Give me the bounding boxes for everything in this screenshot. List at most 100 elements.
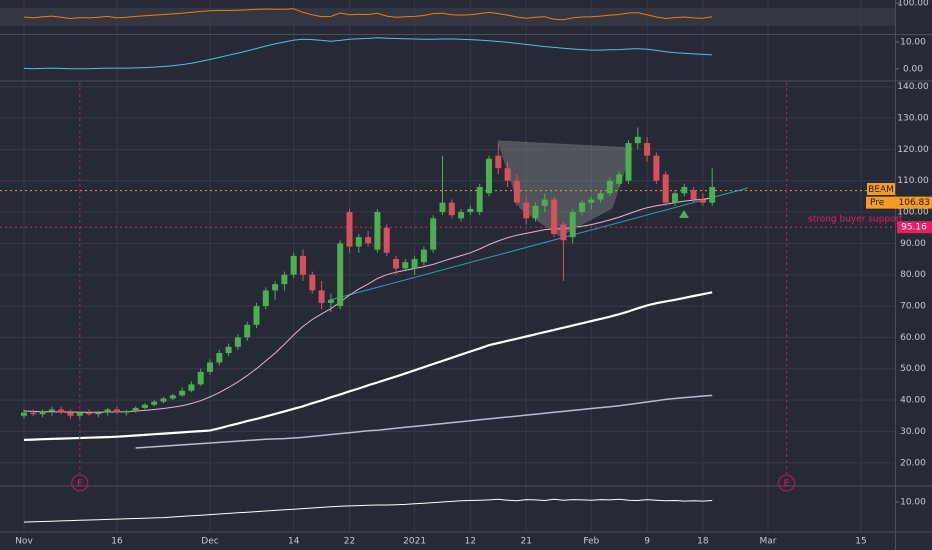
candle-body	[681, 186, 688, 194]
candle-body	[579, 202, 585, 213]
candle-body	[104, 409, 111, 413]
candle-body	[58, 409, 65, 413]
candle-body	[513, 180, 520, 203]
x-tick-label: 14	[288, 537, 300, 547]
candle-body	[95, 412, 102, 415]
candle-body	[21, 412, 27, 416]
candle-body	[327, 299, 334, 303]
candle-body	[290, 255, 297, 275]
rsi-band	[0, 8, 895, 26]
y-tick-label: 100.00	[897, 0, 929, 9]
y-tick-label: 110.00	[897, 176, 929, 186]
candle-body	[253, 306, 260, 325]
candle-body	[644, 143, 651, 156]
x-tick-label: 21	[520, 537, 531, 547]
y-tick-label: 80.00	[900, 270, 926, 280]
earnings-marker	[71, 474, 89, 492]
candle-body	[39, 411, 46, 415]
x-tick-label: 18	[697, 537, 709, 547]
candle-body	[48, 409, 55, 412]
y-tick-label: 40.00	[900, 396, 926, 406]
price-tag	[897, 221, 932, 234]
x-tick-label: Dec	[201, 537, 218, 547]
candle-body	[383, 227, 390, 253]
y-tick-label: 20.00	[900, 458, 926, 468]
moving-average	[23, 291, 713, 441]
candle-body	[262, 290, 269, 307]
candle-body	[132, 407, 139, 412]
ticker-label: BEAM	[868, 185, 894, 195]
candle-body	[439, 202, 446, 213]
candle-body	[616, 174, 623, 184]
candle-body	[541, 199, 548, 206]
x-tick-label: 12	[465, 537, 476, 547]
y-tick-label: 100.00	[897, 208, 929, 218]
candle-body	[300, 255, 306, 275]
candle-body	[234, 337, 241, 347]
candle-body	[355, 237, 362, 247]
y-tick-label: 10.00	[900, 38, 926, 48]
y-tick-label: 120.00	[897, 145, 929, 155]
candle-body	[197, 371, 204, 385]
candle-body	[458, 212, 465, 219]
candle-body	[188, 384, 195, 391]
grid	[0, 0, 895, 532]
annotation: strong buyer support	[808, 215, 903, 225]
candle-body	[309, 274, 316, 291]
candle-body	[281, 274, 288, 285]
y-tick-label: 140.00	[897, 82, 929, 92]
candle-body	[560, 224, 567, 241]
candle-body	[346, 212, 353, 247]
candle-body	[76, 412, 83, 416]
y-tick-label: 50.00	[900, 364, 926, 374]
candle-body	[690, 190, 697, 200]
earnings-label: E	[77, 479, 83, 489]
y-tick-label: 70.00	[900, 302, 926, 312]
candle-body	[588, 199, 595, 203]
candle-body	[30, 412, 37, 415]
ticker-tag	[867, 183, 895, 195]
x-tick-label: 15	[855, 537, 866, 547]
candle-body	[430, 218, 437, 250]
candle-body	[225, 346, 232, 354]
candle-body	[476, 186, 483, 213]
y-tick-label: 30.00	[900, 427, 926, 437]
candle-body	[318, 290, 325, 303]
candle-body	[662, 174, 669, 203]
candle-body	[374, 212, 381, 250]
x-tick-label: Feb	[583, 537, 599, 547]
signal-marker	[679, 210, 689, 218]
price-tag-prefix: Pre	[870, 198, 885, 208]
candle-body	[337, 243, 344, 307]
candle-body	[504, 168, 511, 181]
y-tick-label: 130.00	[897, 114, 929, 124]
candle-body	[486, 158, 492, 194]
candle-body	[634, 136, 641, 144]
x-tick-label: 22	[344, 537, 355, 547]
trend-line	[329, 187, 749, 301]
candle-body	[532, 205, 539, 219]
candle-body	[495, 155, 502, 169]
candle-body	[672, 193, 678, 203]
candle-body	[448, 202, 455, 216]
candle-body	[272, 284, 279, 291]
candle-body	[420, 249, 427, 263]
candle-body	[207, 362, 213, 372]
candle-body	[569, 212, 576, 238]
y-tick-label: 0.00	[903, 64, 923, 74]
candle-body	[141, 404, 148, 408]
candle-body	[597, 193, 604, 200]
candle-body	[699, 199, 706, 203]
candle-body	[179, 390, 186, 396]
x-tick-label: 2021	[403, 537, 426, 547]
y-tick-label: 60.00	[900, 333, 926, 343]
y-tick-label: 10.00	[900, 498, 926, 508]
candle-body	[67, 412, 74, 416]
price-tag-value: 106.83	[899, 198, 931, 208]
candle-body	[606, 180, 613, 194]
candle-body	[365, 237, 372, 244]
moving-average	[135, 394, 713, 449]
price-tag	[866, 196, 932, 209]
